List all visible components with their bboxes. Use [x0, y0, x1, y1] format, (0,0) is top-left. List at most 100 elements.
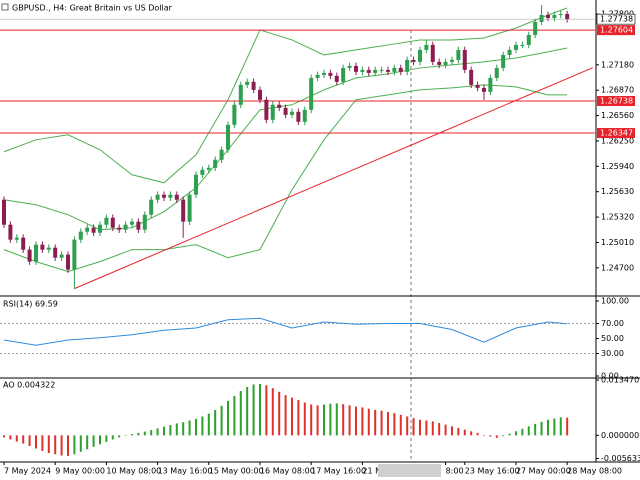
candle-body	[328, 72, 333, 76]
symbol-icon	[1, 3, 9, 11]
ao-bar	[226, 400, 229, 436]
ao-bar	[444, 424, 447, 436]
rsi-line	[3, 317, 568, 346]
candle-body	[545, 14, 550, 19]
ao-bar	[534, 423, 537, 436]
candle-body	[123, 224, 128, 230]
ao-bar	[540, 421, 543, 436]
candle-body	[373, 69, 378, 73]
candle-body	[469, 69, 474, 85]
candle-body	[206, 167, 211, 170]
candle-body	[424, 44, 429, 50]
candle-body	[456, 49, 461, 60]
candle-body	[168, 194, 173, 198]
candle-body	[437, 61, 442, 65]
candle-body	[59, 254, 64, 258]
ao-bar	[41, 435, 44, 451]
y-tick-label: 1.27180	[601, 60, 634, 69]
candle-body	[341, 67, 346, 82]
candle-body	[40, 244, 45, 250]
ao-bar	[508, 433, 511, 436]
ao-bar	[412, 418, 415, 436]
ao-bar	[303, 402, 306, 436]
ao-bar	[175, 423, 178, 436]
candle-body	[353, 65, 358, 72]
bollinger-band	[3, 7, 568, 184]
ao-bar	[425, 420, 428, 436]
plot-content: 1.278001.271801.268701.265601.262501.259…	[0, 4, 640, 476]
candle-body	[565, 13, 570, 20]
ao-bar	[92, 435, 95, 447]
candle-body	[33, 244, 38, 262]
ao-bar	[470, 431, 473, 436]
candle-body	[283, 107, 288, 115]
ao-bar	[342, 404, 345, 436]
candle-body	[315, 74, 320, 78]
y-tick-label: 1.26560	[601, 111, 634, 120]
candle-body	[213, 159, 218, 168]
level-label: 1.26738	[600, 97, 633, 106]
candle-body	[46, 247, 51, 250]
ao-bar	[482, 434, 485, 436]
ao-bar	[393, 413, 396, 436]
ao-bar	[188, 420, 191, 436]
candle-body	[289, 111, 294, 115]
candle-body	[513, 44, 518, 50]
ao-bar	[566, 417, 569, 436]
candle-body	[309, 77, 314, 110]
candle-body	[53, 247, 58, 258]
x-tick-label: 16 May 08:00	[260, 467, 315, 476]
ao-bar	[278, 391, 281, 436]
y-tick-label: 1.25320	[601, 213, 634, 222]
ao-bar	[111, 435, 114, 440]
candle-body	[251, 81, 256, 90]
ao-bar	[150, 430, 153, 436]
rsi-title: RSI(14) 69.59	[3, 300, 58, 309]
candle-body	[78, 231, 83, 240]
ao-bar	[162, 426, 165, 436]
ao-bar	[450, 426, 453, 436]
ao-bar	[34, 435, 37, 449]
candle-body	[533, 21, 538, 35]
level-label-box	[597, 25, 635, 36]
ao-bar	[489, 435, 492, 437]
last-price-label: 1.27738	[600, 15, 633, 24]
candle-body	[1, 199, 6, 225]
candle-body	[161, 194, 166, 198]
ao-bar	[335, 403, 338, 436]
ao-bar	[348, 405, 351, 436]
ao-bar	[476, 432, 479, 436]
ao-bar	[54, 435, 57, 455]
candle-body	[85, 227, 90, 232]
candle-body	[219, 149, 224, 160]
candle-body	[552, 14, 557, 19]
ao-bar	[310, 404, 313, 436]
ao-bar	[194, 418, 197, 436]
candle-body	[379, 69, 384, 71]
ao-bar	[329, 403, 332, 436]
x-tick-label: 15 May 00:00	[209, 467, 264, 476]
ao-bar	[316, 405, 319, 436]
ao-bar	[47, 435, 50, 454]
ao-bar	[201, 416, 204, 436]
ao-bar	[28, 435, 31, 447]
y-tick-label: 0.000000	[601, 431, 639, 440]
ao-bar	[284, 395, 287, 436]
ao-bar	[86, 435, 89, 450]
candle-body	[481, 87, 486, 92]
x-tick-label: 10 May 08:00	[106, 467, 161, 476]
last-price-box	[596, 13, 636, 25]
ao-bar	[22, 435, 25, 444]
candle-body	[321, 72, 326, 75]
ao-bar	[143, 431, 146, 436]
x-tick-label: 21 May	[362, 467, 392, 476]
candle-body	[392, 67, 397, 72]
candle-body	[174, 194, 179, 200]
candle-body	[449, 59, 454, 62]
y-tick-label: 30.00	[601, 349, 624, 358]
candle-body	[398, 67, 403, 72]
candle-body	[526, 34, 531, 45]
ao-bar	[265, 385, 268, 436]
candle-body	[117, 227, 122, 230]
y-tick-label: 0.013470	[601, 376, 639, 385]
